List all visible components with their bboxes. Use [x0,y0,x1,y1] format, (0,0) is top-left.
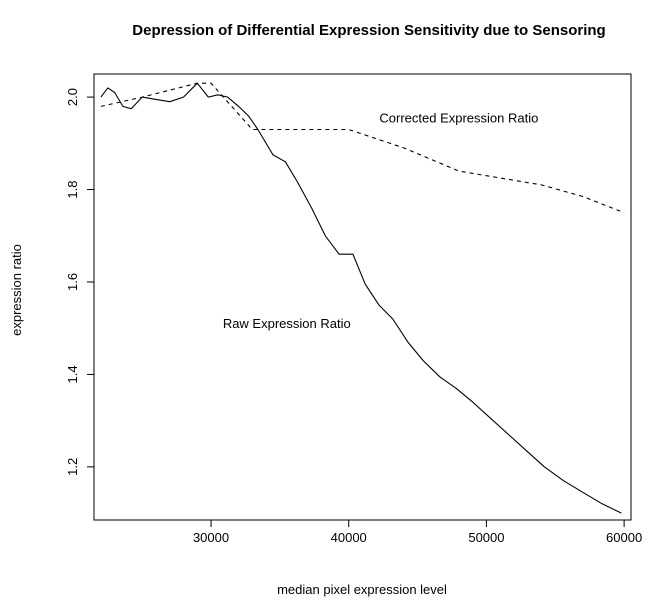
raw-ratio-line [100,82,622,514]
x-tick-label: 40000 [331,530,367,545]
y-tick-label: 1.2 [65,458,80,476]
x-tick-label: 30000 [193,530,229,545]
y-tick-label: 1.4 [65,365,80,383]
y-tick-label: 1.8 [65,181,80,199]
x-tick-label: 50000 [468,530,504,545]
x-axis-label: median pixel expression level [277,582,447,597]
corrected-ratio-line [100,82,625,214]
plot-area: 30000 40000 50000 60000 1.2 1.4 1.6 1.8 2.0 Corre… [65,73,642,545]
chart-title: Depression of Differential Expression Se… [132,22,605,39]
series-annotation: Corrected Expression Ratio [379,111,538,126]
y-axis-label: expression ratio [9,244,24,336]
y-tick-label: 1.6 [65,273,80,291]
y-tick-label: 2.0 [65,88,80,106]
plot-frame [93,73,632,521]
x-tick-label: 60000 [606,530,642,545]
series-annotation: Raw Expression Ratio [223,316,351,331]
